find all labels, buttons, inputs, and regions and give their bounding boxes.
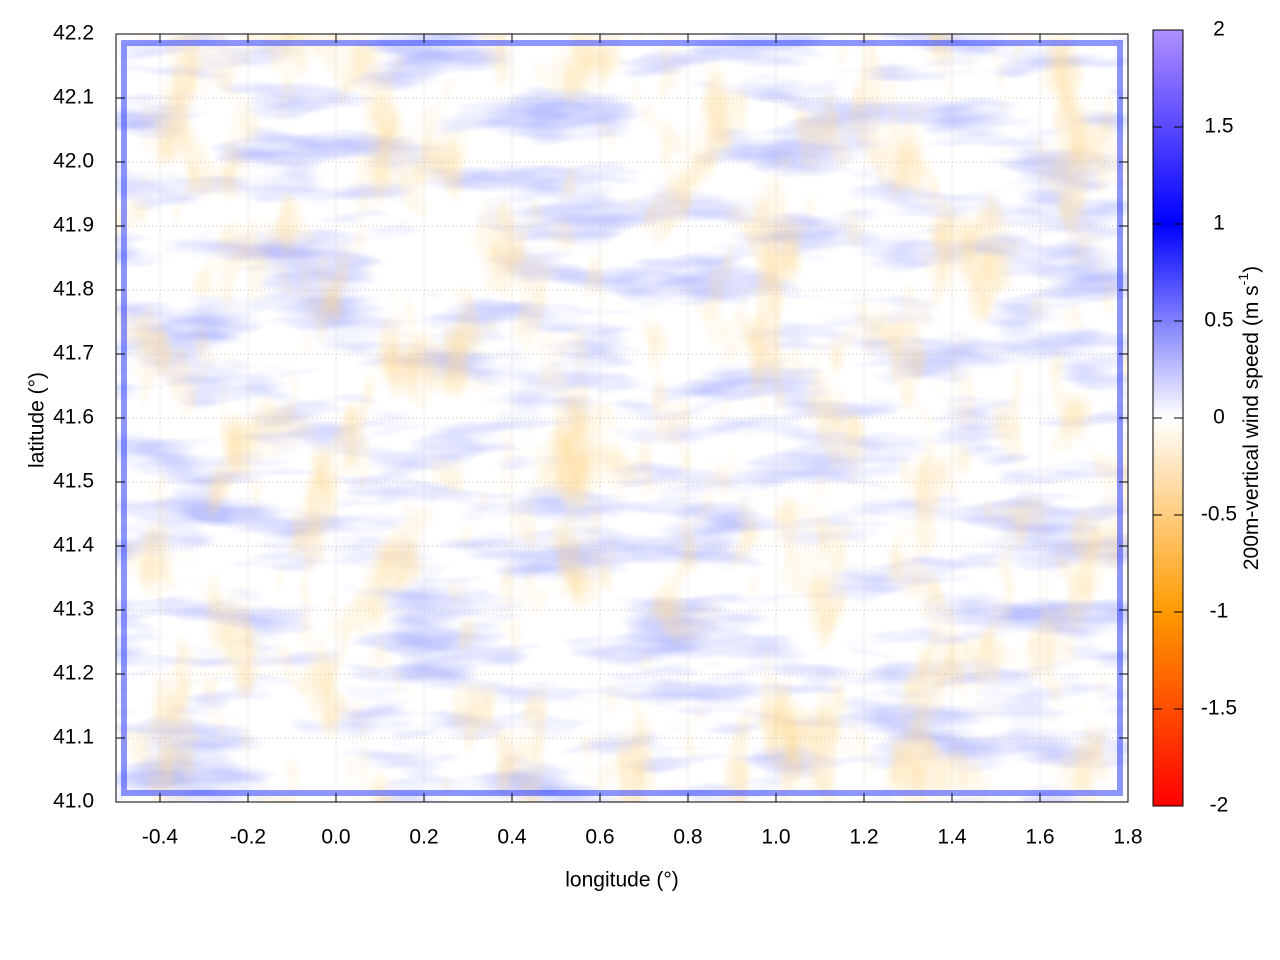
x-tick-label: 0.2 <box>409 826 438 849</box>
colorbar-tick-label: -0.5 <box>1201 503 1237 526</box>
x-tick-label: 0.0 <box>321 826 350 849</box>
colorbar-title-text: 200m-vertical wind speed (m s <box>1240 285 1263 570</box>
x-tick-label: 0.8 <box>673 826 702 849</box>
y-tick-label: 41.0 <box>53 790 94 813</box>
colorbar-tick-label: -1 <box>1210 600 1229 623</box>
y-tick-label: 42.1 <box>53 86 94 109</box>
colorbar-title: 200m-vertical wind speed (m s-1) <box>1235 266 1263 570</box>
x-tick-label: 0.6 <box>585 826 614 849</box>
x-tick-label: 1.4 <box>937 826 967 849</box>
y-tick-label: 41.7 <box>53 342 94 365</box>
colorbar-title-sup: -1 <box>1235 273 1251 286</box>
y-tick-label: 41.5 <box>53 470 94 493</box>
colorbar-title-end: ) <box>1240 266 1263 273</box>
x-axis-title: longitude (°) <box>565 869 678 892</box>
x-tick-label: 1.6 <box>1025 826 1054 849</box>
colorbar-tick-label: 0 <box>1213 406 1225 429</box>
y-tick-label: 42.0 <box>53 150 94 173</box>
y-tick-label: 41.8 <box>53 278 94 301</box>
x-tick-label: 1.2 <box>849 826 878 849</box>
x-tick-label: -0.2 <box>230 826 266 849</box>
y-tick-label: 41.1 <box>53 726 94 749</box>
y-tick-label: 41.9 <box>53 214 94 237</box>
x-tick-label: -0.4 <box>142 826 179 849</box>
y-tick-label: 41.2 <box>53 662 94 685</box>
x-tick-label: 0.4 <box>497 826 527 849</box>
colorbar-tick-label: 1.5 <box>1204 115 1233 138</box>
y-axis-title: latitude (°) <box>26 372 49 468</box>
colorbar-tick-label: -2 <box>1210 794 1229 817</box>
colorbar-tick-label: 0.5 <box>1204 309 1233 332</box>
x-tick-label: 1.0 <box>761 826 790 849</box>
colorbar-tick-label: 1 <box>1213 212 1225 235</box>
y-tick-label: 41.3 <box>53 598 94 621</box>
y-tick-label: 41.6 <box>53 406 94 429</box>
x-tick-label: 1.8 <box>1113 826 1142 849</box>
colorbar-tick-label: -1.5 <box>1201 697 1237 720</box>
colorbar-tick-label: 2 <box>1213 18 1225 41</box>
y-tick-label: 42.2 <box>53 22 94 45</box>
y-tick-label: 41.4 <box>53 534 94 557</box>
